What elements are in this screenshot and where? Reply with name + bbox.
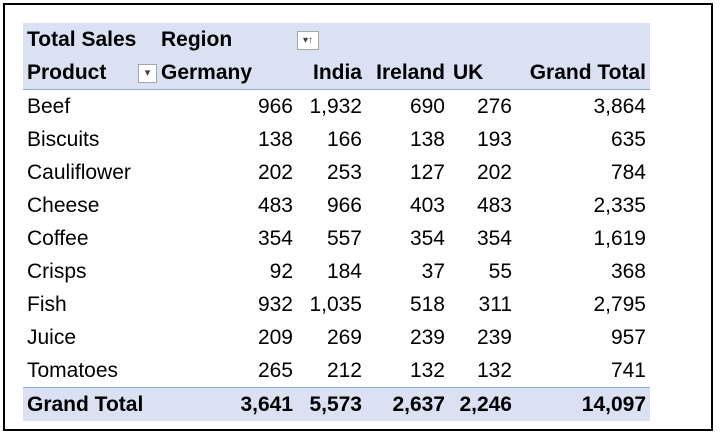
row-label[interactable]: Cheese [27,194,100,217]
value-cell-uk[interactable]: 354 [476,227,512,250]
table-row: Cauliflower 202 253 127 202 784 [23,156,650,189]
value-cell-india[interactable]: 966 [326,194,362,217]
header-blank [449,23,516,56]
column-field-label[interactable]: Region [157,23,297,56]
value-cell-grand-total[interactable]: 2,795 [593,293,646,316]
value-cell-ireland[interactable]: 138 [409,128,445,151]
row-label[interactable]: Biscuits [27,128,100,151]
value-cell-uk[interactable]: 202 [476,161,512,184]
row-label[interactable]: Tomatoes [27,359,119,382]
value-cell-ireland[interactable]: 132 [409,359,445,382]
pivot-table-frame: Total Sales Region ▾↑ Product ▾ Germany … [3,3,713,431]
value-cell-uk[interactable]: 239 [476,326,512,349]
column-header-uk[interactable]: UK [449,56,516,90]
table-row: Coffee 354 557 354 354 1,619 [23,222,650,255]
header-row-columns: Product ▾ Germany India Ireland UK Grand… [23,56,650,90]
header-blank [366,23,449,56]
row-label[interactable]: Juice [27,326,77,349]
value-cell-india[interactable]: 5,573 [297,387,366,421]
value-cell-germany[interactable]: 3,641 [157,387,297,421]
value-cell-uk[interactable]: 132 [476,359,512,382]
table-row: Cheese 483 966 403 483 2,335 [23,189,650,222]
table-row: Biscuits 138 166 138 193 635 [23,123,650,156]
value-cell-uk[interactable]: 483 [476,194,512,217]
value-cell-ireland[interactable]: 354 [409,227,445,250]
column-header-ireland[interactable]: Ireland [366,56,449,90]
header-row-values: Total Sales Region ▾↑ [23,23,650,56]
value-cell-india[interactable]: 184 [326,260,362,283]
row-field-cell[interactable]: Product ▾ [23,56,157,90]
value-cell-india[interactable]: 269 [326,326,362,349]
value-cell-germany[interactable]: 483 [257,194,293,217]
values-field-label[interactable]: Total Sales [23,23,157,56]
value-cell-uk[interactable]: 55 [488,260,512,283]
column-header-germany[interactable]: Germany [157,56,297,90]
value-cell-ireland[interactable]: 239 [409,326,445,349]
value-cell-ireland[interactable]: 37 [421,260,445,283]
value-cell-grand-total[interactable]: 635 [610,128,646,151]
row-label[interactable]: Coffee [27,227,89,250]
value-cell-uk[interactable]: 193 [476,128,512,151]
table-row: Tomatoes 265 212 132 132 741 [23,354,650,388]
value-cell-ireland[interactable]: 403 [409,194,445,217]
row-label[interactable]: Beef [27,95,71,118]
value-cell-grand-total[interactable]: 3,864 [593,95,646,118]
value-cell-india[interactable]: 253 [326,161,362,184]
header-blank [516,23,650,56]
value-cell-germany[interactable]: 202 [257,161,293,184]
row-label[interactable]: Crisps [27,260,87,283]
value-cell-grand-total[interactable]: 2,335 [593,194,646,217]
value-cell-grand-total[interactable]: 14,097 [516,387,650,421]
pivot-table: Total Sales Region ▾↑ Product ▾ Germany … [23,23,650,421]
value-cell-india[interactable]: 1,035 [309,293,362,316]
value-cell-germany[interactable]: 932 [257,293,293,316]
value-cell-germany[interactable]: 966 [257,95,293,118]
value-cell-germany[interactable]: 265 [257,359,293,382]
table-row: Beef 966 1,932 690 276 3,864 [23,90,650,124]
value-cell-grand-total[interactable]: 1,619 [593,227,646,250]
value-cell-uk[interactable]: 2,246 [449,387,516,421]
value-cell-india[interactable]: 212 [326,359,362,382]
value-cell-uk[interactable]: 311 [478,293,512,316]
value-cell-grand-total[interactable]: 368 [610,260,646,283]
row-field-label: Product [27,61,107,84]
column-header-india[interactable]: India [297,56,366,90]
value-cell-ireland[interactable]: 2,637 [366,387,449,421]
value-cell-germany[interactable]: 138 [257,128,293,151]
row-label[interactable]: Cauliflower [27,161,131,184]
value-cell-ireland[interactable]: 127 [409,161,445,184]
value-cell-india[interactable]: 557 [326,227,362,250]
value-cell-germany[interactable]: 209 [257,326,293,349]
grand-total-row: Grand Total 3,641 5,573 2,637 2,246 14,097 [23,387,650,421]
row-label[interactable]: Grand Total [23,387,157,421]
value-cell-ireland[interactable]: 690 [409,95,445,118]
region-filter-sort-icon[interactable]: ▾↑ [297,31,319,50]
value-cell-grand-total[interactable]: 741 [610,359,646,382]
row-label[interactable]: Fish [27,293,67,316]
value-cell-grand-total[interactable]: 957 [610,326,646,349]
value-cell-india[interactable]: 1,932 [309,95,362,118]
value-cell-uk[interactable]: 276 [476,95,512,118]
value-cell-india[interactable]: 166 [326,128,362,151]
table-row: Fish 932 1,035 518 311 2,795 [23,288,650,321]
value-cell-grand-total[interactable]: 784 [610,161,646,184]
value-cell-germany[interactable]: 354 [257,227,293,250]
value-cell-ireland[interactable]: 518 [409,293,445,316]
table-row: Crisps 92 184 37 55 368 [23,255,650,288]
region-filter-cell: ▾↑ [297,23,366,56]
product-dropdown-icon[interactable]: ▾ [138,64,157,83]
column-header-grand-total[interactable]: Grand Total [516,56,650,90]
table-row: Juice 209 269 239 239 957 [23,321,650,354]
value-cell-germany[interactable]: 92 [269,260,293,283]
